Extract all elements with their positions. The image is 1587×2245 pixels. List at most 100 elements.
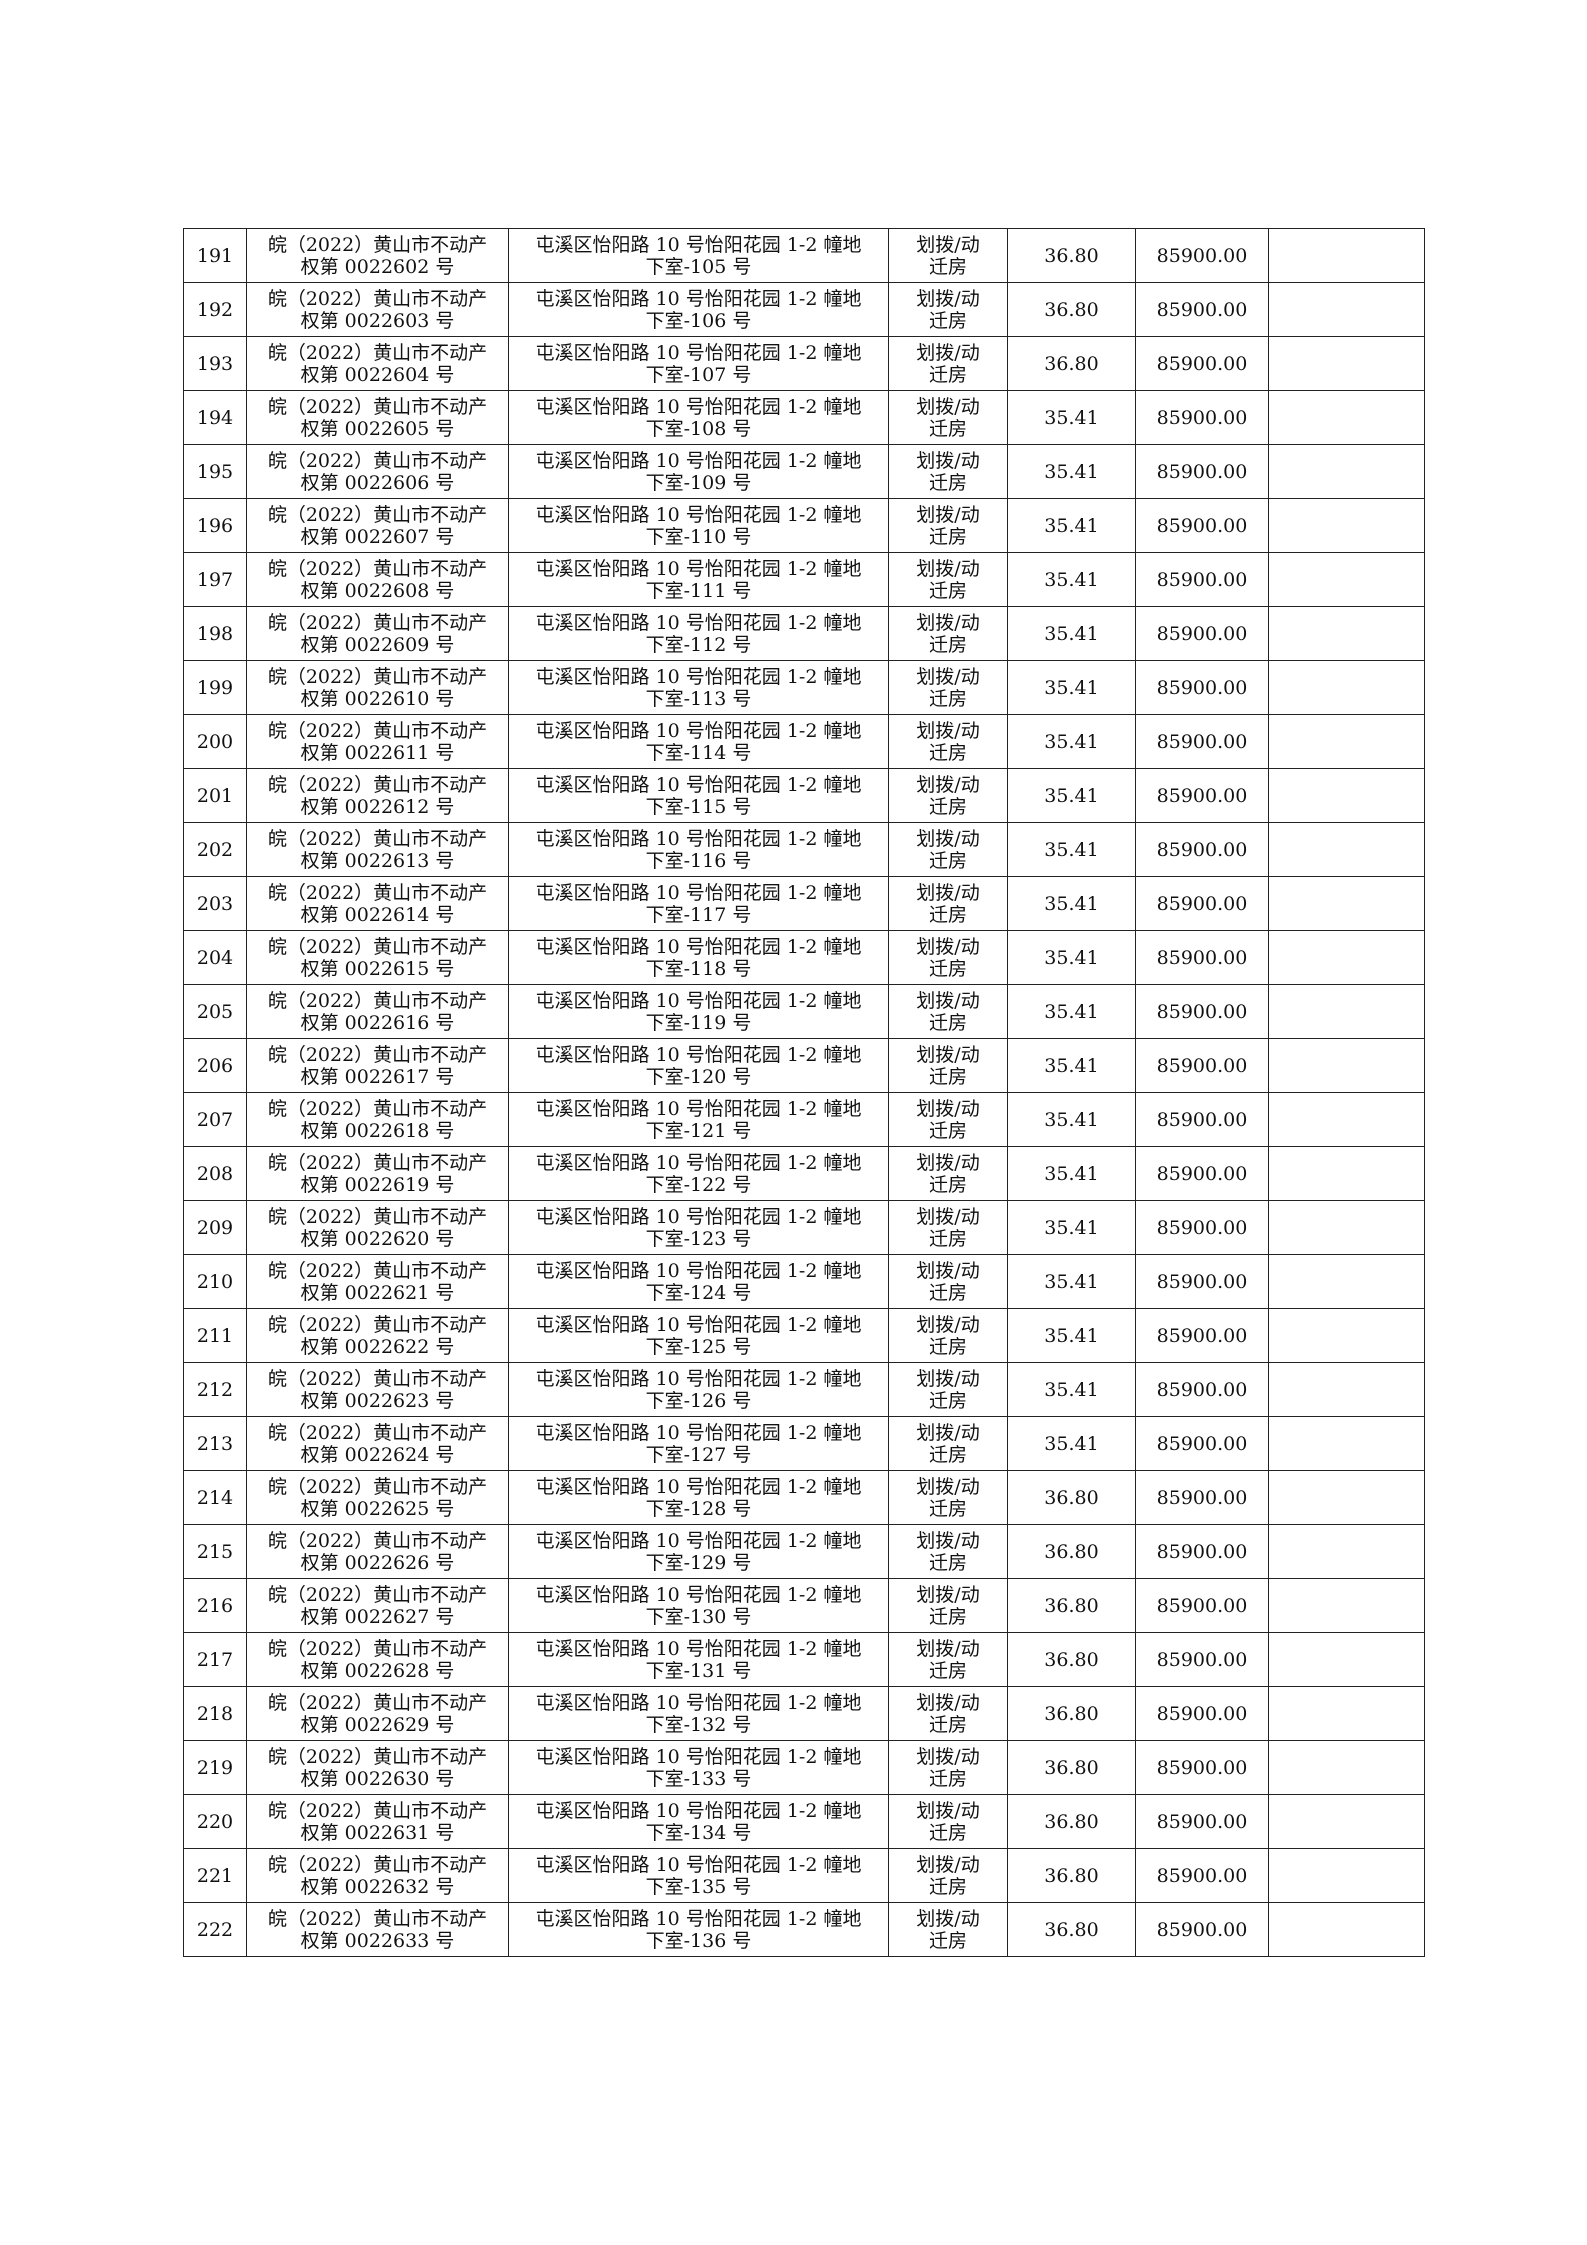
row-number-cell: 211 <box>183 1308 247 1363</box>
row-number-text: 198 <box>196 622 234 645</box>
row-number-cell: 206 <box>183 1038 247 1093</box>
address-text: 下室-130 号 <box>645 1605 752 1628</box>
certificate-number-text: 皖（2022）黄山市不动产 <box>267 989 488 1012</box>
row-number-text: 205 <box>196 1000 234 1023</box>
price-text: 85900.00 <box>1156 1216 1248 1239</box>
table-row: 194 皖（2022）黄山市不动产 权第 0022605 号 屯溪区怡阳路 10 号怡… <box>183 390 1425 445</box>
certificate-number-cell: 皖（2022）黄山市不动产 权第 0022611 号 <box>246 714 509 769</box>
address-text: 屯溪区怡阳路 10 号怡阳花园 1-2 幢地 <box>535 557 862 580</box>
note-cell <box>1268 714 1425 769</box>
property-type-cell: 划拨/动 迁房 <box>888 444 1008 499</box>
address-text: 屯溪区怡阳路 10 号怡阳花园 1-2 幢地 <box>535 1313 862 1336</box>
area-text: 35.41 <box>1044 784 1099 807</box>
certificate-number-text: 权第 0022631 号 <box>300 1821 455 1844</box>
row-number-cell: 201 <box>183 768 247 823</box>
property-type-text: 划拨/动 <box>916 611 980 634</box>
certificate-number-text: 权第 0022610 号 <box>300 687 455 710</box>
certificate-number-cell: 皖（2022）黄山市不动产 权第 0022614 号 <box>246 876 509 931</box>
certificate-number-text: 皖（2022）黄山市不动产 <box>267 1313 488 1336</box>
property-type-text: 迁房 <box>928 687 967 710</box>
price-text: 85900.00 <box>1156 946 1248 969</box>
area-cell: 35.41 <box>1007 444 1136 499</box>
area-text: 35.41 <box>1044 460 1099 483</box>
certificate-number-text: 皖（2022）黄山市不动产 <box>267 1205 488 1228</box>
address-cell: 屯溪区怡阳路 10 号怡阳花园 1-2 幢地 下室-120 号 <box>508 1038 889 1093</box>
table-row: 214 皖（2022）黄山市不动产 权第 0022625 号屯溪区怡阳路 10 号怡… <box>183 1470 1425 1525</box>
property-type-text: 迁房 <box>928 795 967 818</box>
property-type-text: 迁房 <box>928 903 967 926</box>
address-text: 下室-128 号 <box>645 1497 752 1520</box>
property-type-text: 划拨/动 <box>916 773 980 796</box>
price-text: 85900.00 <box>1156 1378 1248 1401</box>
note-cell <box>1268 336 1425 391</box>
certificate-number-text: 皖（2022）黄山市不动产 <box>267 1799 488 1822</box>
certificate-number-text: 权第 0022628 号 <box>300 1659 455 1682</box>
price-cell: 85900.00 <box>1135 984 1269 1039</box>
certificate-number-text: 权第 0022605 号 <box>300 417 455 440</box>
price-cell: 85900.00 <box>1135 1632 1269 1687</box>
area-cell: 35.41 <box>1007 1254 1136 1309</box>
property-type-text: 划拨/动 <box>916 1313 980 1336</box>
row-number-cell: 219 <box>183 1740 247 1795</box>
property-type-text: 划拨/动 <box>916 827 980 850</box>
certificate-number-cell: 皖（2022）黄山市不动产 权第 0022633 号 <box>246 1902 509 1957</box>
row-number-cell: 216 <box>183 1578 247 1633</box>
address-text: 屯溪区怡阳路 10 号怡阳花园 1-2 幢地 <box>535 827 862 850</box>
area-cell: 35.41 <box>1007 1146 1136 1201</box>
note-cell <box>1268 1470 1425 1525</box>
address-text: 屯溪区怡阳路 10 号怡阳花园 1-2 幢地 <box>535 395 862 418</box>
note-cell <box>1268 1146 1425 1201</box>
area-cell: 36.80 <box>1007 336 1136 391</box>
note-cell <box>1268 1308 1425 1363</box>
address-text: 下室-126 号 <box>645 1389 752 1412</box>
certificate-number-cell: 皖（2022）黄山市不动产 权第 0022605 号 <box>246 390 509 445</box>
property-type-cell: 划拨/动 迁房 <box>888 1578 1008 1633</box>
price-cell: 85900.00 <box>1135 1524 1269 1579</box>
note-cell <box>1268 552 1425 607</box>
row-number-text: 194 <box>196 406 234 429</box>
note-cell <box>1268 228 1425 283</box>
property-type-text: 划拨/动 <box>916 1529 980 1552</box>
table-row: 208 皖（2022）黄山市不动产 权第 0022619 号屯溪区怡阳路 10 号怡… <box>183 1146 1425 1201</box>
price-text: 85900.00 <box>1156 676 1248 699</box>
price-text: 85900.00 <box>1156 1594 1248 1617</box>
certificate-number-text: 皖（2022）黄山市不动产 <box>267 1421 488 1444</box>
certificate-number-text: 权第 0022608 号 <box>300 579 455 602</box>
row-number-cell: 222 <box>183 1902 247 1957</box>
price-cell: 85900.00 <box>1135 1470 1269 1525</box>
price-text: 85900.00 <box>1156 1702 1248 1725</box>
address-text: 屯溪区怡阳路 10 号怡阳花园 1-2 幢地 <box>535 881 862 904</box>
row-number-text: 193 <box>196 352 234 375</box>
price-text: 85900.00 <box>1156 1864 1248 1887</box>
price-text: 85900.00 <box>1156 622 1248 645</box>
address-text: 下室-134 号 <box>645 1821 752 1844</box>
row-number-cell: 221 <box>183 1848 247 1903</box>
property-type-cell: 划拨/动 迁房 <box>888 1686 1008 1741</box>
certificate-number-cell: 皖（2022）黄山市不动产 权第 0022627 号 <box>246 1578 509 1633</box>
row-number-text: 222 <box>196 1918 234 1941</box>
table-row: 201 皖（2022）黄山市不动产 权第 0022612 号屯溪区怡阳路 10 号怡… <box>183 768 1425 823</box>
address-text: 屯溪区怡阳路 10 号怡阳花园 1-2 幢地 <box>535 1043 862 1066</box>
property-type-text: 迁房 <box>928 1713 967 1736</box>
certificate-number-cell: 皖（2022）黄山市不动产 权第 0022626 号 <box>246 1524 509 1579</box>
note-cell <box>1268 1740 1425 1795</box>
certificate-number-cell: 皖（2022）黄山市不动产 权第 0022630 号 <box>246 1740 509 1795</box>
property-type-cell: 划拨/动 迁房 <box>888 282 1008 337</box>
table-row: 218 皖（2022）黄山市不动产 权第 0022629 号屯溪区怡阳路 10 号怡… <box>183 1686 1425 1741</box>
property-type-text: 迁房 <box>928 957 967 980</box>
certificate-number-cell: 皖（2022）黄山市不动产 权第 0022618 号 <box>246 1092 509 1147</box>
address-text: 下室-123 号 <box>645 1227 752 1250</box>
property-type-cell: 划拨/动 迁房 <box>888 1254 1008 1309</box>
certificate-number-text: 权第 0022623 号 <box>300 1389 455 1412</box>
property-type-text: 划拨/动 <box>916 1637 980 1660</box>
row-number-cell: 210 <box>183 1254 247 1309</box>
property-type-text: 迁房 <box>928 1065 967 1088</box>
row-number-text: 202 <box>196 838 234 861</box>
price-cell: 85900.00 <box>1135 606 1269 661</box>
row-number-text: 192 <box>196 298 234 321</box>
certificate-number-text: 权第 0022620 号 <box>300 1227 455 1250</box>
certificate-number-text: 皖（2022）黄山市不动产 <box>267 1259 488 1282</box>
table-row: 220 皖（2022）黄山市不动产 权第 0022631 号屯溪区怡阳路 10 号怡… <box>183 1794 1425 1849</box>
address-text: 下室-115 号 <box>645 795 752 818</box>
property-type-text: 划拨/动 <box>916 989 980 1012</box>
